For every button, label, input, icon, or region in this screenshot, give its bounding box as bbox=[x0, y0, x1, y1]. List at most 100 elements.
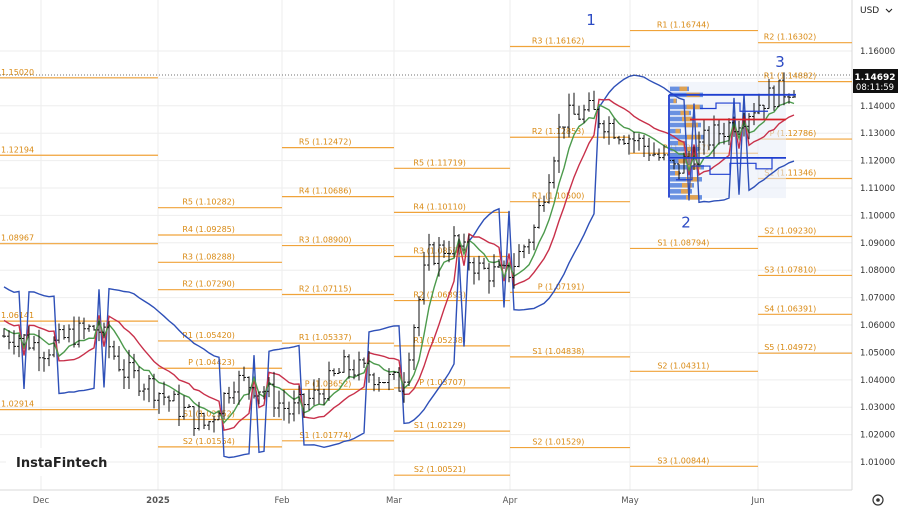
wave-label: 2 bbox=[681, 214, 691, 232]
volume-bar-orange bbox=[682, 183, 692, 188]
pivot-label: P (1.07191) bbox=[538, 282, 585, 291]
price-bars bbox=[2, 72, 796, 436]
volume-bar-orange bbox=[685, 122, 698, 128]
pivot-label: S5 (1.04972) bbox=[764, 343, 816, 352]
pivot-label: 1.02914 bbox=[1, 400, 34, 409]
pivot-label: 1.15020 bbox=[1, 68, 34, 77]
x-tick-label: 2025 bbox=[146, 496, 170, 506]
pivot-label: S3 (1.07810) bbox=[764, 265, 816, 274]
x-tick-label: Mar bbox=[386, 496, 403, 506]
currency-label: USD bbox=[860, 6, 879, 16]
pivot-label: S2 (1.04311) bbox=[657, 361, 709, 370]
x-tick-label: Apr bbox=[503, 496, 518, 506]
pivot-label: R3 (1.08288) bbox=[182, 252, 235, 261]
volume-bar-orange bbox=[682, 116, 692, 122]
wave-label: 1 bbox=[586, 11, 596, 29]
pivot-label: R5 (1.11719) bbox=[413, 158, 466, 167]
pivot-label: S1 (1.08794) bbox=[657, 238, 709, 247]
current-price-badge bbox=[853, 69, 898, 93]
wave-labels: 1 2 3 bbox=[586, 11, 785, 232]
pivot-label: R1 (1.16744) bbox=[657, 21, 710, 30]
x-tick-label: May bbox=[621, 496, 639, 506]
y-tick-label: 1.07000 bbox=[860, 294, 895, 304]
pivot-label: P (1.12786) bbox=[770, 129, 817, 138]
pivot-label: R1 (1.05238) bbox=[413, 336, 466, 345]
pivot-label: R1 (1.14882) bbox=[764, 72, 817, 81]
y-tick-label: 1.03000 bbox=[860, 403, 895, 413]
chevron-down-icon bbox=[885, 8, 893, 13]
volume-bar-orange bbox=[686, 104, 700, 110]
current-price-label: 1.14692 bbox=[855, 73, 896, 83]
y-axis: 1.160001.150001.140001.130001.120001.110… bbox=[860, 47, 895, 468]
currency-selector[interactable]: USD bbox=[853, 0, 900, 20]
pivot-label: S2 (1.01529) bbox=[532, 438, 584, 447]
volume-bar-orange bbox=[673, 98, 677, 104]
pivot-label: R2 (1.07115) bbox=[299, 284, 352, 293]
pivot-label: S1 (1.01774) bbox=[299, 431, 351, 440]
volume-bar-orange bbox=[678, 140, 685, 146]
settings-icon[interactable] bbox=[872, 494, 884, 506]
x-tick-label: Dec bbox=[33, 496, 50, 506]
pivot-label: R3 (1.08900) bbox=[299, 236, 352, 245]
moving-average-line bbox=[3, 74, 795, 459]
countdown-label: 08:11:59 bbox=[856, 83, 894, 93]
value-area-step bbox=[676, 157, 773, 181]
x-axis: Dec 2025 Feb Mar Apr May Jun bbox=[33, 496, 765, 506]
pivot-label: R1 (1.05337) bbox=[299, 333, 352, 342]
brand-name: InstaFintech bbox=[16, 456, 107, 471]
y-tick-label: 1.05000 bbox=[860, 348, 895, 358]
y-tick-label: 1.06000 bbox=[860, 321, 895, 331]
y-tick-label: 1.09000 bbox=[860, 239, 895, 249]
pivot-label: S1 (1.02129) bbox=[414, 421, 466, 430]
y-tick-label: 1.02000 bbox=[860, 431, 895, 441]
chart-grid bbox=[0, 0, 853, 491]
volume-bar-orange bbox=[675, 128, 680, 134]
y-tick-label: 1.13000 bbox=[860, 129, 895, 139]
moving-average-line bbox=[3, 98, 795, 432]
volume-bar-orange bbox=[684, 146, 697, 152]
range-box bbox=[668, 93, 796, 198]
y-tick-label: 1.11000 bbox=[860, 184, 895, 194]
pivot-label: S1 (1.11346) bbox=[764, 169, 816, 178]
volume-bar-orange bbox=[686, 195, 699, 200]
pivot-label: R5 (1.12472) bbox=[299, 138, 352, 147]
pivot-label: S3 (1.00844) bbox=[657, 456, 709, 465]
pivot-label: R4 (1.09285) bbox=[182, 225, 235, 234]
pivot-label: R4 (1.10686) bbox=[299, 187, 352, 196]
pivot-label: R1 (1.10500) bbox=[532, 192, 585, 201]
pivot-label: P (1.04423) bbox=[188, 358, 235, 367]
pivot-label: 1.06141 bbox=[1, 311, 34, 320]
y-tick-label: 1.01000 bbox=[860, 458, 895, 468]
pivot-label: R2 (1.12853) bbox=[532, 127, 585, 136]
pivot-label: R1 (1.05420) bbox=[182, 331, 235, 340]
pivot-label: 1.08967 bbox=[1, 234, 34, 243]
pivot-label: R2 (1.06893) bbox=[413, 291, 466, 300]
pivot-label: S2 (1.01554) bbox=[183, 437, 235, 446]
pivot-label: R3 (1.08501) bbox=[413, 246, 466, 255]
pivot-label: R4 (1.10110) bbox=[413, 202, 466, 211]
y-tick-label: 1.04000 bbox=[860, 376, 895, 386]
pivot-label: R2 (1.16302) bbox=[764, 33, 817, 42]
pivot-label: S1 (1.04838) bbox=[532, 347, 584, 356]
pivot-label: R5 (1.10282) bbox=[182, 198, 235, 207]
y-tick-label: 1.12000 bbox=[860, 157, 895, 167]
pivot-label: 1.12194 bbox=[1, 145, 34, 154]
pivot-label: S2 (1.09230) bbox=[764, 227, 816, 236]
y-tick-label: 1.10000 bbox=[860, 211, 895, 221]
pivot-label: S1 (1.02552) bbox=[183, 410, 235, 419]
volume-bar-orange bbox=[684, 152, 696, 158]
volume-bar-orange bbox=[681, 189, 690, 194]
pivot-label: S2 (1.00521) bbox=[414, 465, 466, 474]
y-tick-label: 1.08000 bbox=[860, 266, 895, 276]
volume-bar-orange bbox=[675, 171, 679, 176]
x-tick-label: Feb bbox=[274, 496, 289, 506]
y-tick-label: 1.14000 bbox=[860, 102, 895, 112]
volume-bar-orange bbox=[687, 134, 701, 140]
pivot-label: R3 (1.16162) bbox=[532, 37, 585, 46]
wave-label: 3 bbox=[775, 53, 785, 71]
pivot-label: R2 (1.07290) bbox=[182, 280, 235, 289]
y-tick-label: 1.16000 bbox=[860, 47, 895, 57]
volume-bar-orange bbox=[679, 86, 688, 92]
pivot-label: P (1.03652) bbox=[305, 379, 352, 388]
